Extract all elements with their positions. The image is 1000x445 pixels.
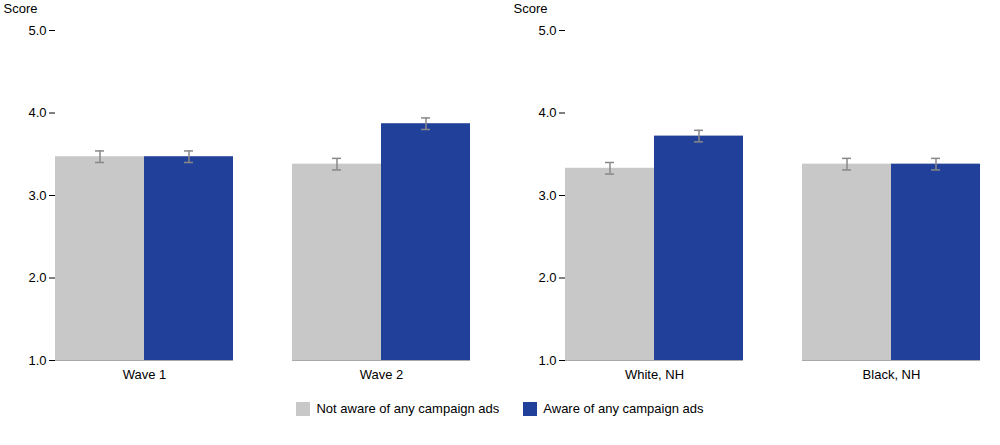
svg-text:Score: Score (514, 1, 548, 16)
svg-text:4.0: 4.0 (538, 105, 556, 120)
svg-text:5.0: 5.0 (538, 23, 556, 38)
html-text:Aware of any campaign ads: Aware of any campaign ads (543, 401, 704, 416)
html-text:Not aware of any campaign ads: Not aware of any campaign ads (316, 401, 500, 416)
svg-text:1.0: 1.0 (538, 353, 556, 368)
svg-text:3.0: 3.0 (28, 188, 46, 203)
svg-text:1.0: 1.0 (28, 353, 46, 368)
svg-text:White, NH: White, NH (625, 367, 684, 382)
svg-text:Wave 1: Wave 1 (123, 367, 167, 382)
svg-text:Score: Score (4, 1, 38, 16)
svg-text:2.0: 2.0 (28, 270, 46, 285)
svg-text:4.0: 4.0 (28, 105, 46, 120)
svg-text:3.0: 3.0 (538, 188, 556, 203)
svg-text:Wave 2: Wave 2 (360, 367, 404, 382)
svg-text:2.0: 2.0 (538, 270, 556, 285)
svg-text:Black, NH: Black, NH (863, 367, 921, 382)
svg-text:5.0: 5.0 (28, 23, 46, 38)
